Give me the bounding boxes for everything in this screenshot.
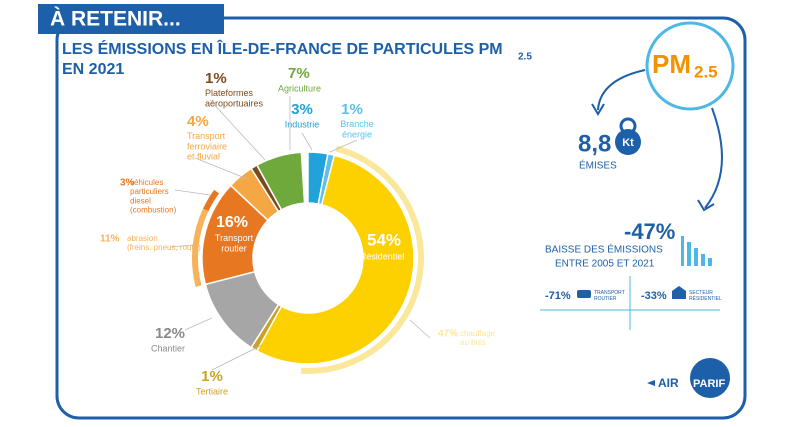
slice-name: Industrie (285, 119, 320, 129)
slice-value-label: 3% (291, 101, 313, 118)
chart-title-line2: EN 2021 (62, 61, 124, 78)
detail-arc (191, 208, 209, 287)
logo-left: AIR (658, 376, 679, 390)
logo-arrow (647, 380, 655, 386)
slice-value-label: 16% (216, 214, 248, 231)
slice-value-label: 54% (367, 230, 401, 249)
arrow-head (697, 199, 715, 212)
header-tab (38, 4, 224, 34)
slice-value-label: 1% (341, 101, 363, 118)
road-label: TRANSPORT ROUTIER (594, 290, 625, 302)
slice-name: Transport ferroviaire et fluvial (187, 131, 227, 162)
header-tag: À RETENIR... (50, 8, 181, 31)
emitted-label: ÉMISES (579, 159, 617, 172)
leader-line (301, 132, 313, 151)
house-icon (672, 286, 686, 299)
detail-name: chauffage au bois (460, 329, 496, 347)
drop-label: ENTRE 2005 ET 2021 (555, 259, 655, 270)
leader-line (169, 244, 194, 248)
drop-label: BAISSE DES ÉMISSIONS (545, 243, 663, 256)
leader-line (329, 139, 358, 153)
pm-badge (645, 21, 735, 111)
slice-value-label: 1% (205, 70, 227, 87)
road-value: -71% (545, 290, 571, 302)
car-icon (577, 290, 591, 298)
donut-slice (255, 151, 306, 211)
kettlebell-icon (615, 129, 641, 155)
slice-value-label: 12% (155, 325, 185, 342)
slice-name: Résidentiel (360, 251, 405, 261)
leader-line (211, 344, 263, 371)
arrow-head (591, 103, 605, 116)
arrow (704, 107, 723, 209)
bars-icon (681, 236, 712, 266)
title-subscript: 2.5 (518, 52, 532, 63)
logo-right: PARIF (693, 378, 725, 390)
detail-name: abrasion (freins, pneus, route) (127, 234, 201, 252)
slice-name: Transport routier (215, 233, 254, 253)
detail-value-label: 47% (438, 329, 458, 340)
leader-line (184, 317, 213, 331)
leader-line (409, 319, 431, 339)
drop-value: -47% (624, 219, 675, 244)
pm-text: PM (652, 49, 691, 79)
leader-line (174, 189, 211, 196)
detail-name: véhicules particuliers diesel (combustion) (130, 178, 177, 215)
frame (55, 16, 747, 420)
arrow (597, 69, 646, 111)
slice-name: Tertiaire (196, 386, 228, 396)
res-value: -33% (641, 290, 667, 302)
pm-sub: 2.5 (694, 62, 718, 81)
slice-name: Chantier (151, 343, 185, 353)
chart-title: LES ÉMISSIONS EN ÎLE-DE-FRANCE DE PARTIC… (62, 39, 503, 58)
slice-name: Branche énergie (340, 119, 374, 139)
detail-arc (203, 189, 220, 212)
leader-line (194, 157, 251, 181)
res-label: SECTEUR RÉSIDENTIEL (689, 290, 722, 302)
mass-value: 8,8 (578, 130, 611, 157)
slice-value-label: 7% (288, 65, 310, 82)
slice-name: Plateformes aéroportuaires (205, 88, 264, 108)
leader-line (209, 99, 266, 161)
slice-value-label: 4% (187, 113, 209, 130)
slice-value-label: 1% (201, 368, 223, 385)
donut-slice (255, 154, 415, 365)
detail-value-label: 3% (120, 178, 135, 189)
detail-value-label: 11% (100, 234, 120, 245)
logo-badge (690, 358, 730, 398)
slice-name: Agriculture (278, 83, 321, 93)
mass-unit: Kt (622, 137, 634, 149)
